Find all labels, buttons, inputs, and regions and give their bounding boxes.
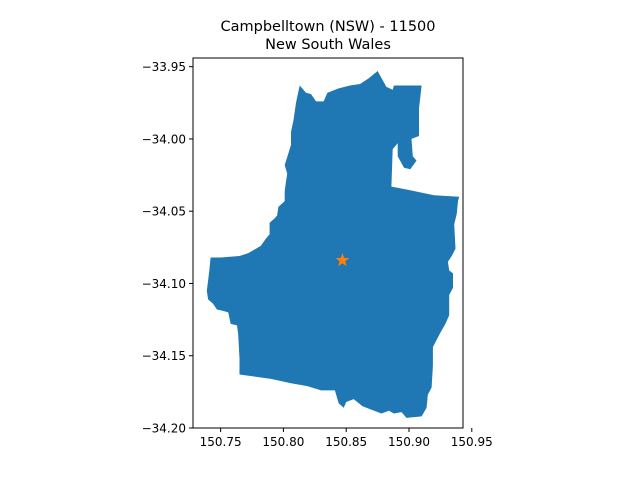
y-tick-label: −34.05 (142, 205, 186, 219)
y-axis: −33.95 −34.00 −34.05 −34.10 −34.15 −34.20 (142, 60, 193, 436)
y-tick-label: −34.00 (142, 132, 186, 146)
y-tick-label: −34.10 (142, 277, 186, 291)
chart-title-line2: New South Wales (265, 37, 391, 53)
x-tick-label: 150.85 (325, 435, 367, 449)
plot-area (192, 57, 464, 429)
axes-frame (192, 57, 464, 429)
centroid-star-marker (335, 253, 350, 267)
x-axis: 150.75 150.80 150.85 150.90 150.95 (200, 428, 493, 449)
x-tick-label: 150.90 (388, 435, 430, 449)
x-tick-label: 150.95 (451, 435, 493, 449)
y-tick-label: −34.15 (142, 349, 186, 363)
region-polygon (206, 71, 460, 418)
x-tick-label: 150.75 (200, 435, 242, 449)
chart-title-line1: Campbelltown (NSW) - 11500 (220, 19, 435, 35)
y-tick-label: −34.20 (142, 422, 186, 436)
x-tick-label: 150.80 (262, 435, 304, 449)
y-tick-label: −33.95 (142, 60, 186, 74)
